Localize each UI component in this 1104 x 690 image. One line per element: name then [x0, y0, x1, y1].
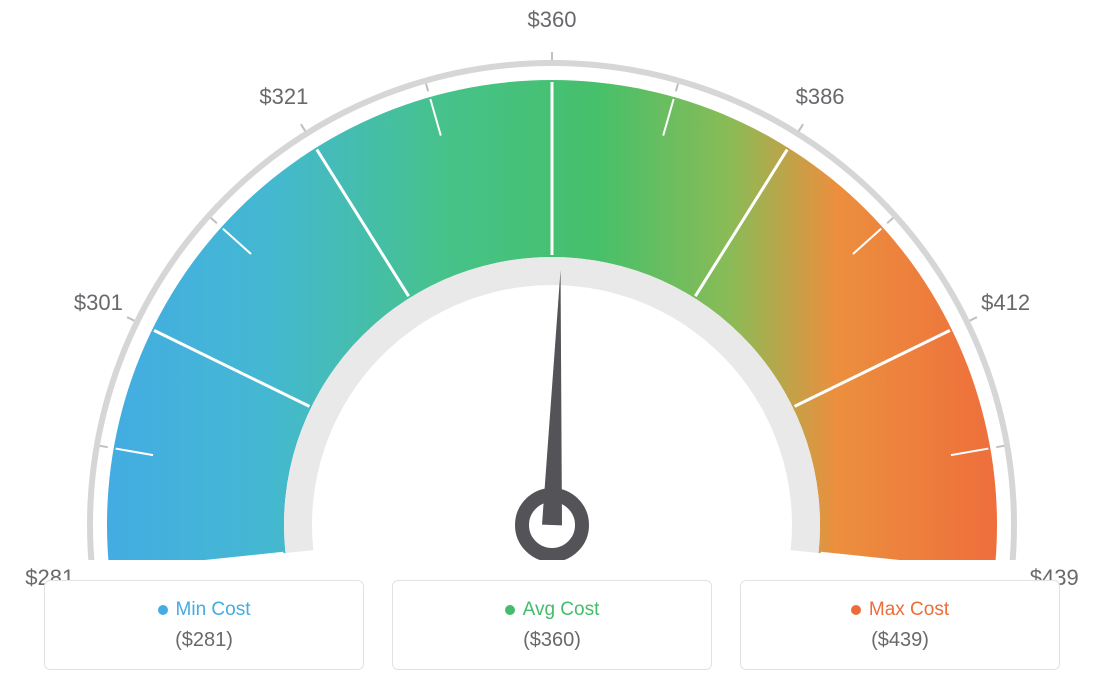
legend-row: Min Cost ($281) Avg Cost ($360) Max Cost… [0, 580, 1104, 670]
gauge-tick-label: $412 [981, 290, 1030, 316]
legend-value-min: ($281) [175, 629, 233, 652]
gauge-tick-label: $321 [259, 84, 308, 110]
legend-card-min: Min Cost ($281) [44, 580, 364, 670]
legend-title-max: Max Cost [851, 599, 949, 621]
legend-card-avg: Avg Cost ($360) [392, 580, 712, 670]
gauge-svg [0, 0, 1104, 560]
legend-label-avg: Avg Cost [523, 599, 600, 621]
gauge-tick-label: $386 [796, 84, 845, 110]
legend-card-max: Max Cost ($439) [740, 580, 1060, 670]
gauge-tick-label: $301 [74, 290, 123, 316]
legend-dot-avg [505, 605, 515, 615]
legend-dot-min [158, 605, 168, 615]
gauge-chart: $281$301$321$360$386$412$439 [0, 0, 1104, 560]
chart-container: $281$301$321$360$386$412$439 Min Cost ($… [0, 0, 1104, 690]
legend-title-avg: Avg Cost [505, 599, 600, 621]
gauge-tick-label: $360 [528, 7, 577, 33]
legend-value-max: ($439) [871, 629, 929, 652]
legend-value-avg: ($360) [523, 629, 581, 652]
legend-label-min: Min Cost [176, 599, 251, 621]
legend-title-min: Min Cost [158, 599, 251, 621]
legend-label-max: Max Cost [869, 599, 949, 621]
legend-dot-max [851, 605, 861, 615]
